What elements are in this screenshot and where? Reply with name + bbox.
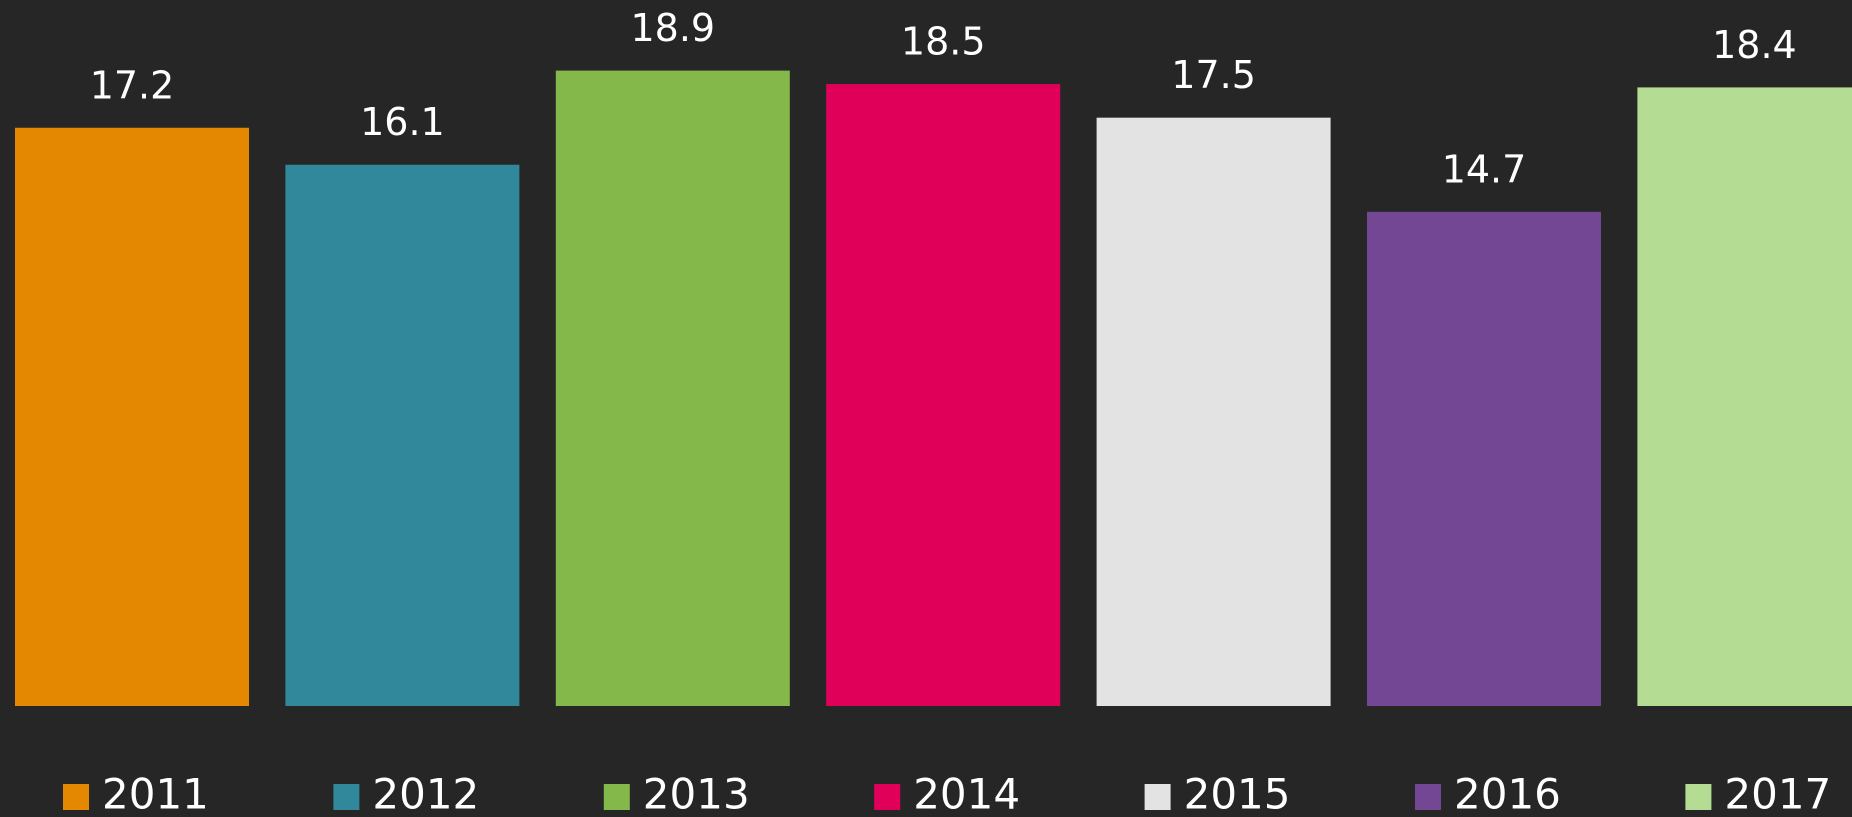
legend-label: 2016 — [1454, 770, 1561, 817]
legend-label: 2014 — [913, 770, 1020, 817]
legend-label: 2011 — [102, 770, 209, 817]
legend-swatch — [1144, 784, 1171, 810]
legend-swatch — [1685, 784, 1712, 810]
bar — [826, 84, 1061, 707]
legend-label: 2017 — [1724, 770, 1831, 817]
value-label: 17.5 — [1171, 53, 1256, 97]
legend-swatch — [603, 784, 630, 810]
legend-swatch — [874, 784, 901, 810]
legend-swatch — [1415, 784, 1441, 810]
value-label: 14.7 — [1442, 147, 1527, 191]
bar — [1637, 87, 1852, 706]
legend-label: 2012 — [372, 770, 479, 817]
bar — [15, 127, 249, 706]
legend-label: 2013 — [643, 770, 750, 817]
bar — [285, 164, 520, 706]
bar — [555, 70, 790, 707]
value-label: 16.1 — [360, 100, 445, 144]
value-label: 18.5 — [901, 20, 986, 64]
legend-label: 2015 — [1184, 770, 1291, 817]
value-label: 18.9 — [630, 6, 715, 50]
legend-swatch — [63, 784, 89, 810]
bar — [1367, 211, 1601, 707]
bar — [1096, 117, 1331, 706]
value-label: 17.2 — [90, 63, 175, 107]
legend-swatch — [333, 784, 360, 810]
value-label: 18.4 — [1712, 23, 1797, 67]
